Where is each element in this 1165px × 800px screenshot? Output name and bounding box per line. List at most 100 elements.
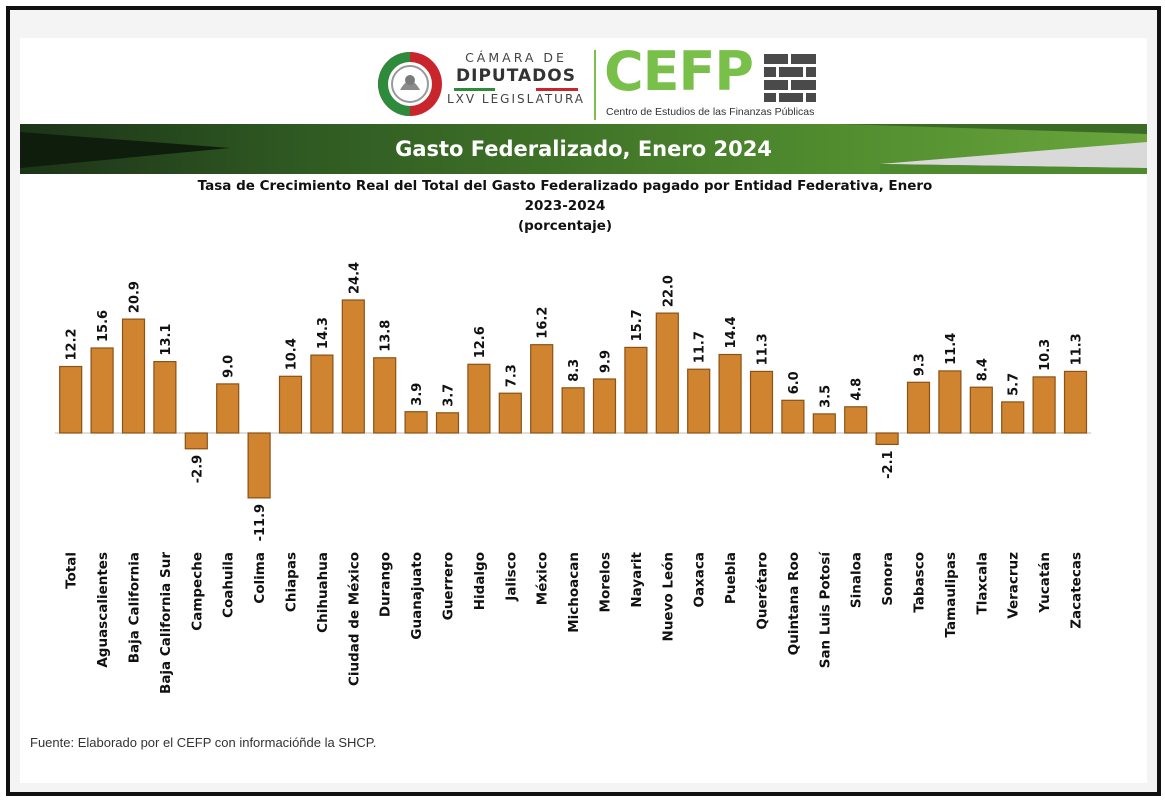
- category-label: Colima: [252, 552, 268, 604]
- data-label: 3.7: [442, 384, 457, 407]
- data-label: 10.4: [285, 338, 300, 370]
- bar: [1001, 401, 1025, 434]
- header-logos: CÁMARA DE DIPUTADOS LXV LEGISLATURA CEFP…: [376, 40, 836, 126]
- data-label: 11.4: [944, 333, 959, 365]
- camara-line1: CÁMARA DE: [465, 50, 567, 65]
- data-label: 9.9: [599, 350, 614, 373]
- category-label: Aguascalientes: [95, 552, 111, 668]
- bar: [875, 432, 899, 445]
- data-label: 15.6: [96, 310, 111, 342]
- bar: [812, 413, 836, 434]
- chart-title-line2: 2023-2024: [524, 198, 606, 214]
- category-label: Chiapas: [284, 552, 300, 612]
- bar: [749, 370, 774, 434]
- category-label: México: [535, 552, 551, 605]
- category-label: Hidalgo: [472, 552, 488, 610]
- data-label: 5.7: [1007, 373, 1022, 396]
- data-label: 13.8: [379, 320, 394, 352]
- data-label: 14.3: [316, 317, 331, 349]
- bar: [718, 353, 742, 434]
- category-label: Nayarit: [629, 551, 645, 607]
- data-label: 24.4: [347, 262, 362, 294]
- bar: [247, 432, 271, 499]
- data-label: 7.3: [504, 364, 519, 387]
- data-label: 11.3: [1070, 333, 1085, 365]
- bar: [1032, 376, 1056, 434]
- bar: [624, 346, 648, 434]
- camara-line3: LXV LEGISLATURA: [446, 92, 586, 106]
- data-label: 11.7: [693, 331, 708, 363]
- category-label: Michoacan: [566, 552, 582, 633]
- category-label: Quintana Roo: [786, 552, 802, 655]
- banner-title: Gasto Federalizado, Enero 2024: [395, 137, 772, 161]
- data-label: 10.3: [1038, 339, 1053, 371]
- category-label: Baja California Sur: [158, 552, 174, 694]
- category-label: Tabasco: [912, 552, 928, 613]
- category-label: Sonora: [880, 552, 896, 606]
- bar: [1063, 370, 1088, 434]
- bar: [498, 392, 522, 434]
- category-label: Sinaloa: [849, 552, 865, 608]
- data-label: 3.9: [410, 383, 425, 406]
- bar: [278, 375, 303, 434]
- cefp-subtitle: Centro de Estudios de las Finanzas Públi…: [606, 106, 815, 118]
- category-label: Oaxaca: [692, 552, 708, 608]
- data-label: 12.6: [473, 326, 488, 358]
- data-label: -2.1: [881, 450, 896, 478]
- data-label: 8.4: [975, 358, 990, 381]
- category-label: Jalisco: [503, 552, 519, 602]
- bar: [435, 412, 460, 434]
- flag-stripe: [454, 88, 578, 91]
- bar: [216, 383, 240, 434]
- category-label: Durango: [378, 552, 394, 617]
- bar: [153, 361, 177, 434]
- category-label: Tamaulipas: [943, 552, 959, 637]
- category-label: Total: [64, 552, 80, 589]
- chart-title: Tasa de Crecimiento Real del Total del G…: [100, 176, 1030, 236]
- data-label: 6.0: [787, 371, 802, 394]
- data-label: 12.2: [65, 328, 80, 360]
- bar: [341, 299, 365, 434]
- data-label: 9.0: [222, 355, 237, 378]
- bar: [310, 354, 334, 434]
- bar: [467, 363, 491, 434]
- data-label: 8.3: [567, 359, 582, 382]
- bar: [90, 347, 114, 434]
- data-label: 20.9: [128, 281, 143, 313]
- category-label: Puebla: [723, 552, 739, 604]
- bar: [781, 399, 805, 434]
- cefp-logo: CEFP: [604, 40, 754, 103]
- category-label: Querétaro: [755, 552, 771, 630]
- camara-line2: DIPUTADOS: [456, 66, 576, 86]
- category-label: Guerrero: [441, 552, 457, 620]
- bar: [59, 365, 83, 434]
- category-label: Guanajuato: [409, 552, 425, 640]
- data-label: 3.5: [818, 385, 833, 408]
- bar: [373, 357, 397, 434]
- data-label: 16.2: [536, 307, 551, 339]
- data-label: 14.4: [724, 316, 739, 348]
- category-label: Chihuahua: [315, 552, 331, 633]
- bar: [938, 370, 962, 434]
- logo-divider: [594, 50, 596, 120]
- bar: [530, 344, 554, 434]
- title-banner: [20, 124, 1147, 174]
- category-label: Tlaxcala: [974, 552, 990, 615]
- camara-seal-icon: [378, 52, 442, 116]
- category-label: Ciudad de México: [346, 552, 362, 686]
- category-label: Veracruz: [1006, 552, 1022, 619]
- bar: [969, 386, 993, 434]
- category-label: Baja California: [127, 552, 143, 663]
- data-label: 11.3: [756, 333, 771, 365]
- bar: [121, 318, 146, 434]
- camara-wordmark: CÁMARA DE DIPUTADOS LXV LEGISLATURA: [446, 50, 586, 107]
- data-label: -11.9: [253, 504, 268, 541]
- chart-title-line3: (porcentaje): [517, 218, 613, 234]
- data-label: 9.3: [913, 353, 928, 376]
- bar: [906, 381, 931, 434]
- cefp-bricks-icon: [764, 54, 816, 102]
- bar: [592, 378, 617, 434]
- slide-frame: CÁMARA DE DIPUTADOS LXV LEGISLATURA CEFP…: [6, 6, 1161, 796]
- bar: [404, 411, 428, 434]
- chart-title-line1: Tasa de Crecimiento Real del Total del G…: [197, 178, 933, 194]
